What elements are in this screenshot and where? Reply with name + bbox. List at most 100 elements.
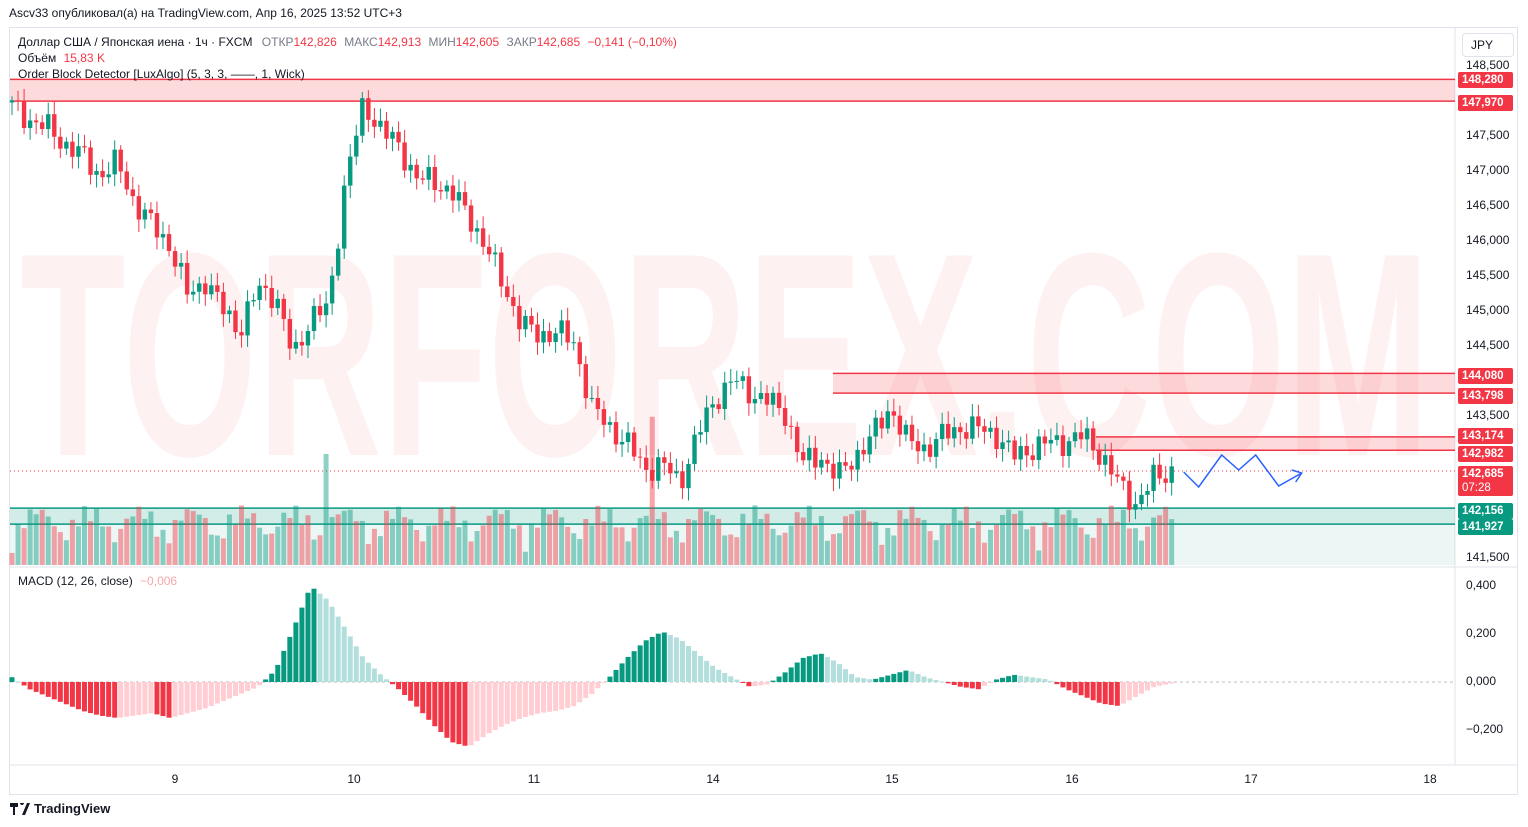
volume-bar	[1120, 509, 1126, 565]
publisher-header: Ascv33 опубликовал(а) на TradingView.com…	[9, 6, 402, 20]
symbol-line: Доллар США / Японская иена · 1ч · FXCM	[18, 35, 253, 49]
order-block-bearish	[1096, 436, 1455, 451]
macd-bar	[396, 682, 402, 690]
candle-body	[106, 174, 111, 178]
volume-bar	[565, 526, 571, 565]
volume-bar	[1030, 526, 1036, 565]
macd-tick: 0,200	[1466, 626, 1497, 640]
candle-body	[142, 209, 148, 220]
candle-body	[770, 392, 776, 405]
macd-bar	[818, 653, 824, 682]
candle-body	[1133, 504, 1138, 510]
candle-body	[891, 411, 897, 416]
macd-bar	[559, 682, 565, 710]
candle-body	[752, 399, 758, 404]
volume-bar	[299, 524, 305, 565]
candle-body	[668, 462, 673, 474]
price-tick: 147,000	[1466, 163, 1510, 177]
macd-bar	[63, 682, 69, 705]
volume-bar	[1048, 527, 1054, 565]
volume-bar	[396, 506, 402, 565]
volume-bar	[269, 533, 275, 565]
candle-body	[148, 209, 154, 214]
macd-bar	[607, 676, 613, 682]
currency-button[interactable]: JPY	[1462, 33, 1514, 57]
volume-bar	[498, 514, 504, 565]
tradingview-logo[interactable]: TradingView	[10, 801, 110, 816]
candle-body	[1127, 480, 1132, 510]
candle-body	[178, 262, 184, 267]
macd-bar	[468, 682, 474, 746]
candle-body	[366, 98, 371, 120]
volume-bar	[855, 510, 861, 565]
macd-value: −0,006	[140, 574, 178, 588]
volume-bar	[263, 534, 269, 565]
volume-bar	[867, 521, 873, 565]
macd-bar	[716, 669, 722, 682]
volume-bar	[764, 513, 770, 565]
volume-bar	[619, 527, 625, 565]
macd-bar	[166, 682, 172, 718]
macd-bar	[522, 682, 528, 717]
macd-bar	[214, 682, 220, 704]
macd-bar	[480, 682, 486, 738]
macd-bar	[849, 674, 855, 682]
volume-bar	[1084, 534, 1090, 565]
macd-bar	[1060, 682, 1066, 688]
low-label: МИН	[428, 35, 456, 49]
volume-bar	[1102, 524, 1108, 565]
macd-bar	[1096, 682, 1102, 703]
macd-legend[interactable]: MACD (12, 26, close) −0,006	[18, 573, 177, 589]
volume-bar	[456, 527, 462, 565]
candle-body	[939, 423, 945, 440]
macd-bar	[1114, 682, 1120, 706]
candle-body	[486, 246, 492, 255]
candle-body	[831, 463, 836, 479]
volume-bar	[245, 518, 251, 565]
macd-bar	[698, 655, 704, 682]
candle-body	[909, 424, 915, 442]
macd-bar	[921, 676, 927, 682]
volume-bar	[788, 525, 794, 565]
volume-bar	[432, 525, 438, 565]
volume-bar	[559, 517, 565, 565]
macd-bar	[945, 682, 951, 684]
volume-bar	[625, 541, 631, 565]
candle-body	[82, 146, 87, 148]
volume-bar	[293, 505, 299, 565]
macd-bar	[685, 646, 691, 682]
macd-bar	[251, 682, 257, 689]
macd-bar	[420, 682, 426, 714]
volume-bar	[226, 514, 232, 565]
macd-bar	[1108, 682, 1114, 705]
macd-bar	[390, 682, 396, 685]
volume-bar	[873, 521, 879, 565]
volume-bar	[504, 510, 510, 565]
macd-bar	[1120, 682, 1126, 704]
candle-body	[776, 392, 782, 409]
macd-bar	[148, 682, 154, 714]
macd-bar	[541, 682, 547, 713]
macd-bar	[39, 682, 45, 695]
volume-bar	[746, 524, 752, 565]
macd-bar	[365, 662, 371, 682]
candle-body	[420, 178, 425, 180]
macd-bar	[1024, 676, 1030, 682]
macd-tick: −0,200	[1466, 722, 1504, 736]
candle-body	[76, 146, 81, 157]
candle-body	[493, 252, 498, 255]
macd-bar	[1126, 682, 1132, 701]
volume-bar	[214, 535, 220, 565]
candle-body	[1072, 432, 1078, 442]
candle-body	[154, 213, 160, 238]
volume-bar	[921, 519, 927, 565]
macd-bar	[154, 682, 160, 715]
candle-body	[432, 167, 437, 191]
candle-body	[269, 287, 274, 309]
volume-bar	[957, 520, 963, 565]
candle-body	[861, 449, 866, 455]
indicator-legend[interactable]: Order Block Detector [LuxAlgo] (5, 3, 3,…	[18, 67, 305, 81]
volume-bar	[1108, 505, 1114, 565]
price-tick: 141,500	[1466, 550, 1510, 564]
